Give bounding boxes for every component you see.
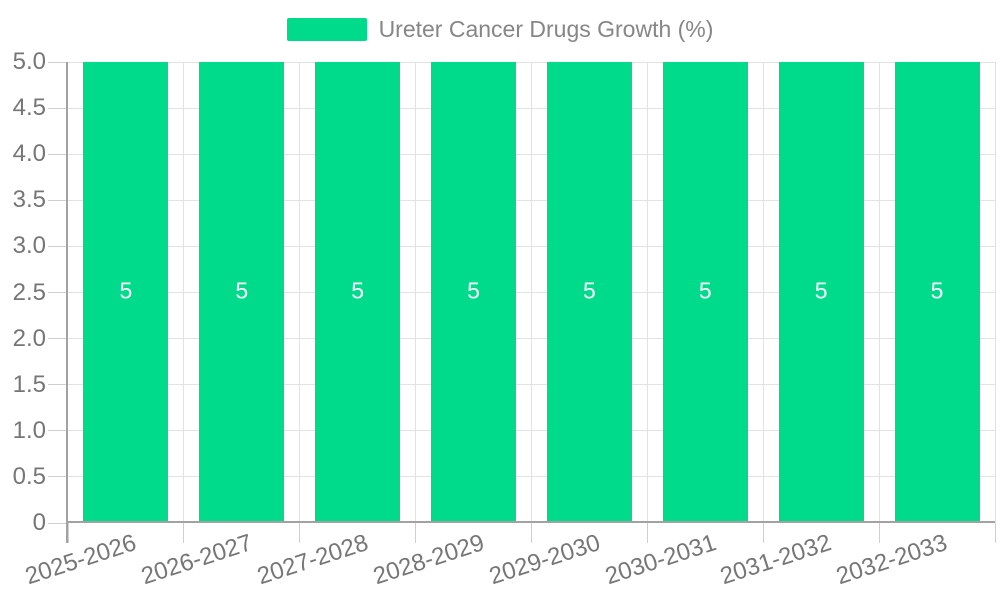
x-axis-tick [646,523,648,543]
legend-swatch[interactable] [286,18,367,41]
x-axis-tick [415,523,417,543]
bar-value-label: 5 [583,277,596,304]
x-axis-line [66,521,995,523]
x-axis-tick-label: 2032-2033 [833,529,951,591]
gridline-vertical [415,62,417,523]
gridline-vertical [762,62,764,523]
y-axis-tick-label: 1.5 [12,370,46,398]
bar-value-label: 5 [467,277,480,304]
y-axis-line [66,62,68,543]
gridline-vertical [531,62,532,523]
bar: 5 [546,62,632,521]
x-axis-tick [762,523,764,543]
x-axis-tick [183,523,185,543]
y-axis-tick [48,522,66,524]
x-axis-tick-label: 2031-2032 [717,529,835,591]
x-axis-tick [994,523,996,543]
y-axis-tick [48,199,66,201]
gridline-vertical [878,62,880,523]
legend-label[interactable]: Ureter Cancer Drugs Growth (%) [378,16,714,42]
x-axis-tick [299,523,301,543]
x-axis-tick-label: 2029-2030 [485,529,604,591]
y-axis-tick-label: 5.0 [12,48,46,75]
x-axis-tick-label: 2025-2026 [22,529,140,591]
gridline-vertical [994,62,996,523]
y-axis-tick-label: 3.0 [12,232,46,260]
bar: 5 [315,62,401,521]
bar-value-label: 5 [235,277,249,304]
bar: 5 [431,62,517,521]
x-axis-tick-label: 2027-2028 [253,529,372,591]
x-axis-tick [531,523,532,543]
plot-area: 5 5 5 5 5 5 5 5 [48,61,996,543]
bar: 5 [894,62,980,521]
y-axis-tick [48,292,66,293]
x-axis-tick-label: 2028-2029 [369,529,488,591]
bar-value-label: 5 [814,277,828,304]
gridline-vertical [299,62,301,523]
y-axis-tick [48,61,66,63]
y-axis-tick-label: 0 [32,509,46,536]
x-axis-tick [878,523,880,543]
y-axis-tick-label: 4.5 [12,94,46,122]
x-axis-tick [67,523,69,543]
y-axis-tick [48,338,66,340]
y-axis-tick [48,430,66,432]
y-axis-tick [48,384,66,386]
bar: 5 [83,62,169,521]
bar-value-label: 5 [119,277,133,304]
gridline-vertical [183,62,185,523]
y-axis-tick-label: 2.5 [12,278,46,306]
bar-value-label: 5 [351,277,365,304]
y-axis-tick [48,107,66,109]
y-axis-tick [48,153,66,155]
y-axis-tick-label: 2.0 [12,324,46,352]
y-axis-tick [48,245,66,247]
bar-value-label: 5 [698,277,712,304]
y-axis-tick-label: 0.5 [12,462,46,490]
x-axis-tick-label: 2030-2031 [601,529,720,591]
bar: 5 [662,62,748,521]
y-axis-tick-label: 3.5 [12,186,46,214]
y-axis-tick-label: 1.0 [12,416,46,444]
chart-legend[interactable]: Ureter Cancer Drugs Growth (%) [0,18,1000,41]
y-axis-tick [48,476,66,478]
bar: 5 [199,62,285,521]
bar: 5 [778,62,864,521]
x-axis-tick-label: 2026-2027 [138,529,256,591]
gridline-vertical [646,62,648,523]
bar-value-label: 5 [930,277,944,304]
y-axis-tick-label: 4.0 [12,140,46,168]
